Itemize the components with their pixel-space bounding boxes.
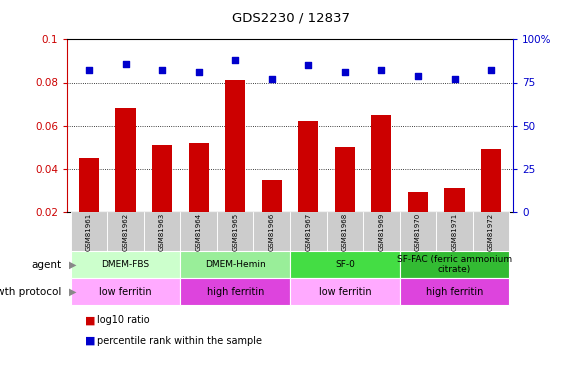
Bar (225, 80, 245, 212)
Point (121, 60, 130, 66)
Point (267, 76, 276, 82)
Text: GSM81967: GSM81967 (305, 212, 311, 251)
Point (230, 57, 240, 63)
Point (85, 68, 94, 74)
Text: GSM81964: GSM81964 (196, 213, 202, 250)
Bar (335, 147, 355, 212)
Text: ▶: ▶ (69, 260, 76, 270)
Text: GSM81968: GSM81968 (342, 212, 348, 251)
Text: DMEM-Hemin: DMEM-Hemin (205, 260, 266, 269)
Point (377, 68, 386, 74)
Bar (481, 149, 501, 212)
Text: GSM81970: GSM81970 (415, 212, 421, 251)
Text: GSM81963: GSM81963 (159, 212, 165, 251)
Text: agent: agent (31, 260, 61, 270)
Bar (262, 180, 282, 212)
Bar (444, 188, 465, 212)
Text: high ferritin: high ferritin (426, 287, 483, 297)
Point (413, 73, 423, 79)
Text: GSM81965: GSM81965 (232, 213, 238, 250)
Text: log10 ratio: log10 ratio (97, 315, 150, 325)
Point (157, 68, 167, 74)
Text: low ferritin: low ferritin (318, 287, 371, 297)
Bar (152, 145, 172, 212)
Point (450, 76, 459, 82)
Point (304, 62, 313, 68)
Point (194, 69, 203, 75)
Text: GSM81972: GSM81972 (488, 213, 494, 250)
Text: DMEM-FBS: DMEM-FBS (101, 260, 150, 269)
Bar (298, 122, 318, 212)
Text: ■: ■ (85, 315, 95, 325)
Bar (115, 108, 136, 212)
Bar (79, 158, 99, 212)
Text: high ferritin: high ferritin (206, 287, 264, 297)
Point (340, 69, 350, 75)
Text: GSM81971: GSM81971 (452, 212, 458, 251)
Text: ▶: ▶ (69, 287, 76, 297)
Text: GDS2230 / 12837: GDS2230 / 12837 (233, 11, 350, 24)
Text: SF-FAC (ferric ammonium
citrate): SF-FAC (ferric ammonium citrate) (397, 255, 512, 274)
Bar (188, 143, 209, 212)
Text: growth protocol: growth protocol (0, 287, 61, 297)
Text: GSM81969: GSM81969 (378, 212, 384, 251)
Point (486, 68, 496, 74)
Bar (371, 115, 392, 212)
Text: GSM81962: GSM81962 (122, 213, 128, 250)
Text: low ferritin: low ferritin (99, 287, 152, 297)
Text: GSM81966: GSM81966 (269, 212, 275, 251)
Text: ■: ■ (85, 336, 95, 346)
Text: percentile rank within the sample: percentile rank within the sample (97, 336, 262, 346)
Text: SF-0: SF-0 (335, 260, 355, 269)
Bar (408, 192, 428, 212)
Text: GSM81961: GSM81961 (86, 212, 92, 251)
